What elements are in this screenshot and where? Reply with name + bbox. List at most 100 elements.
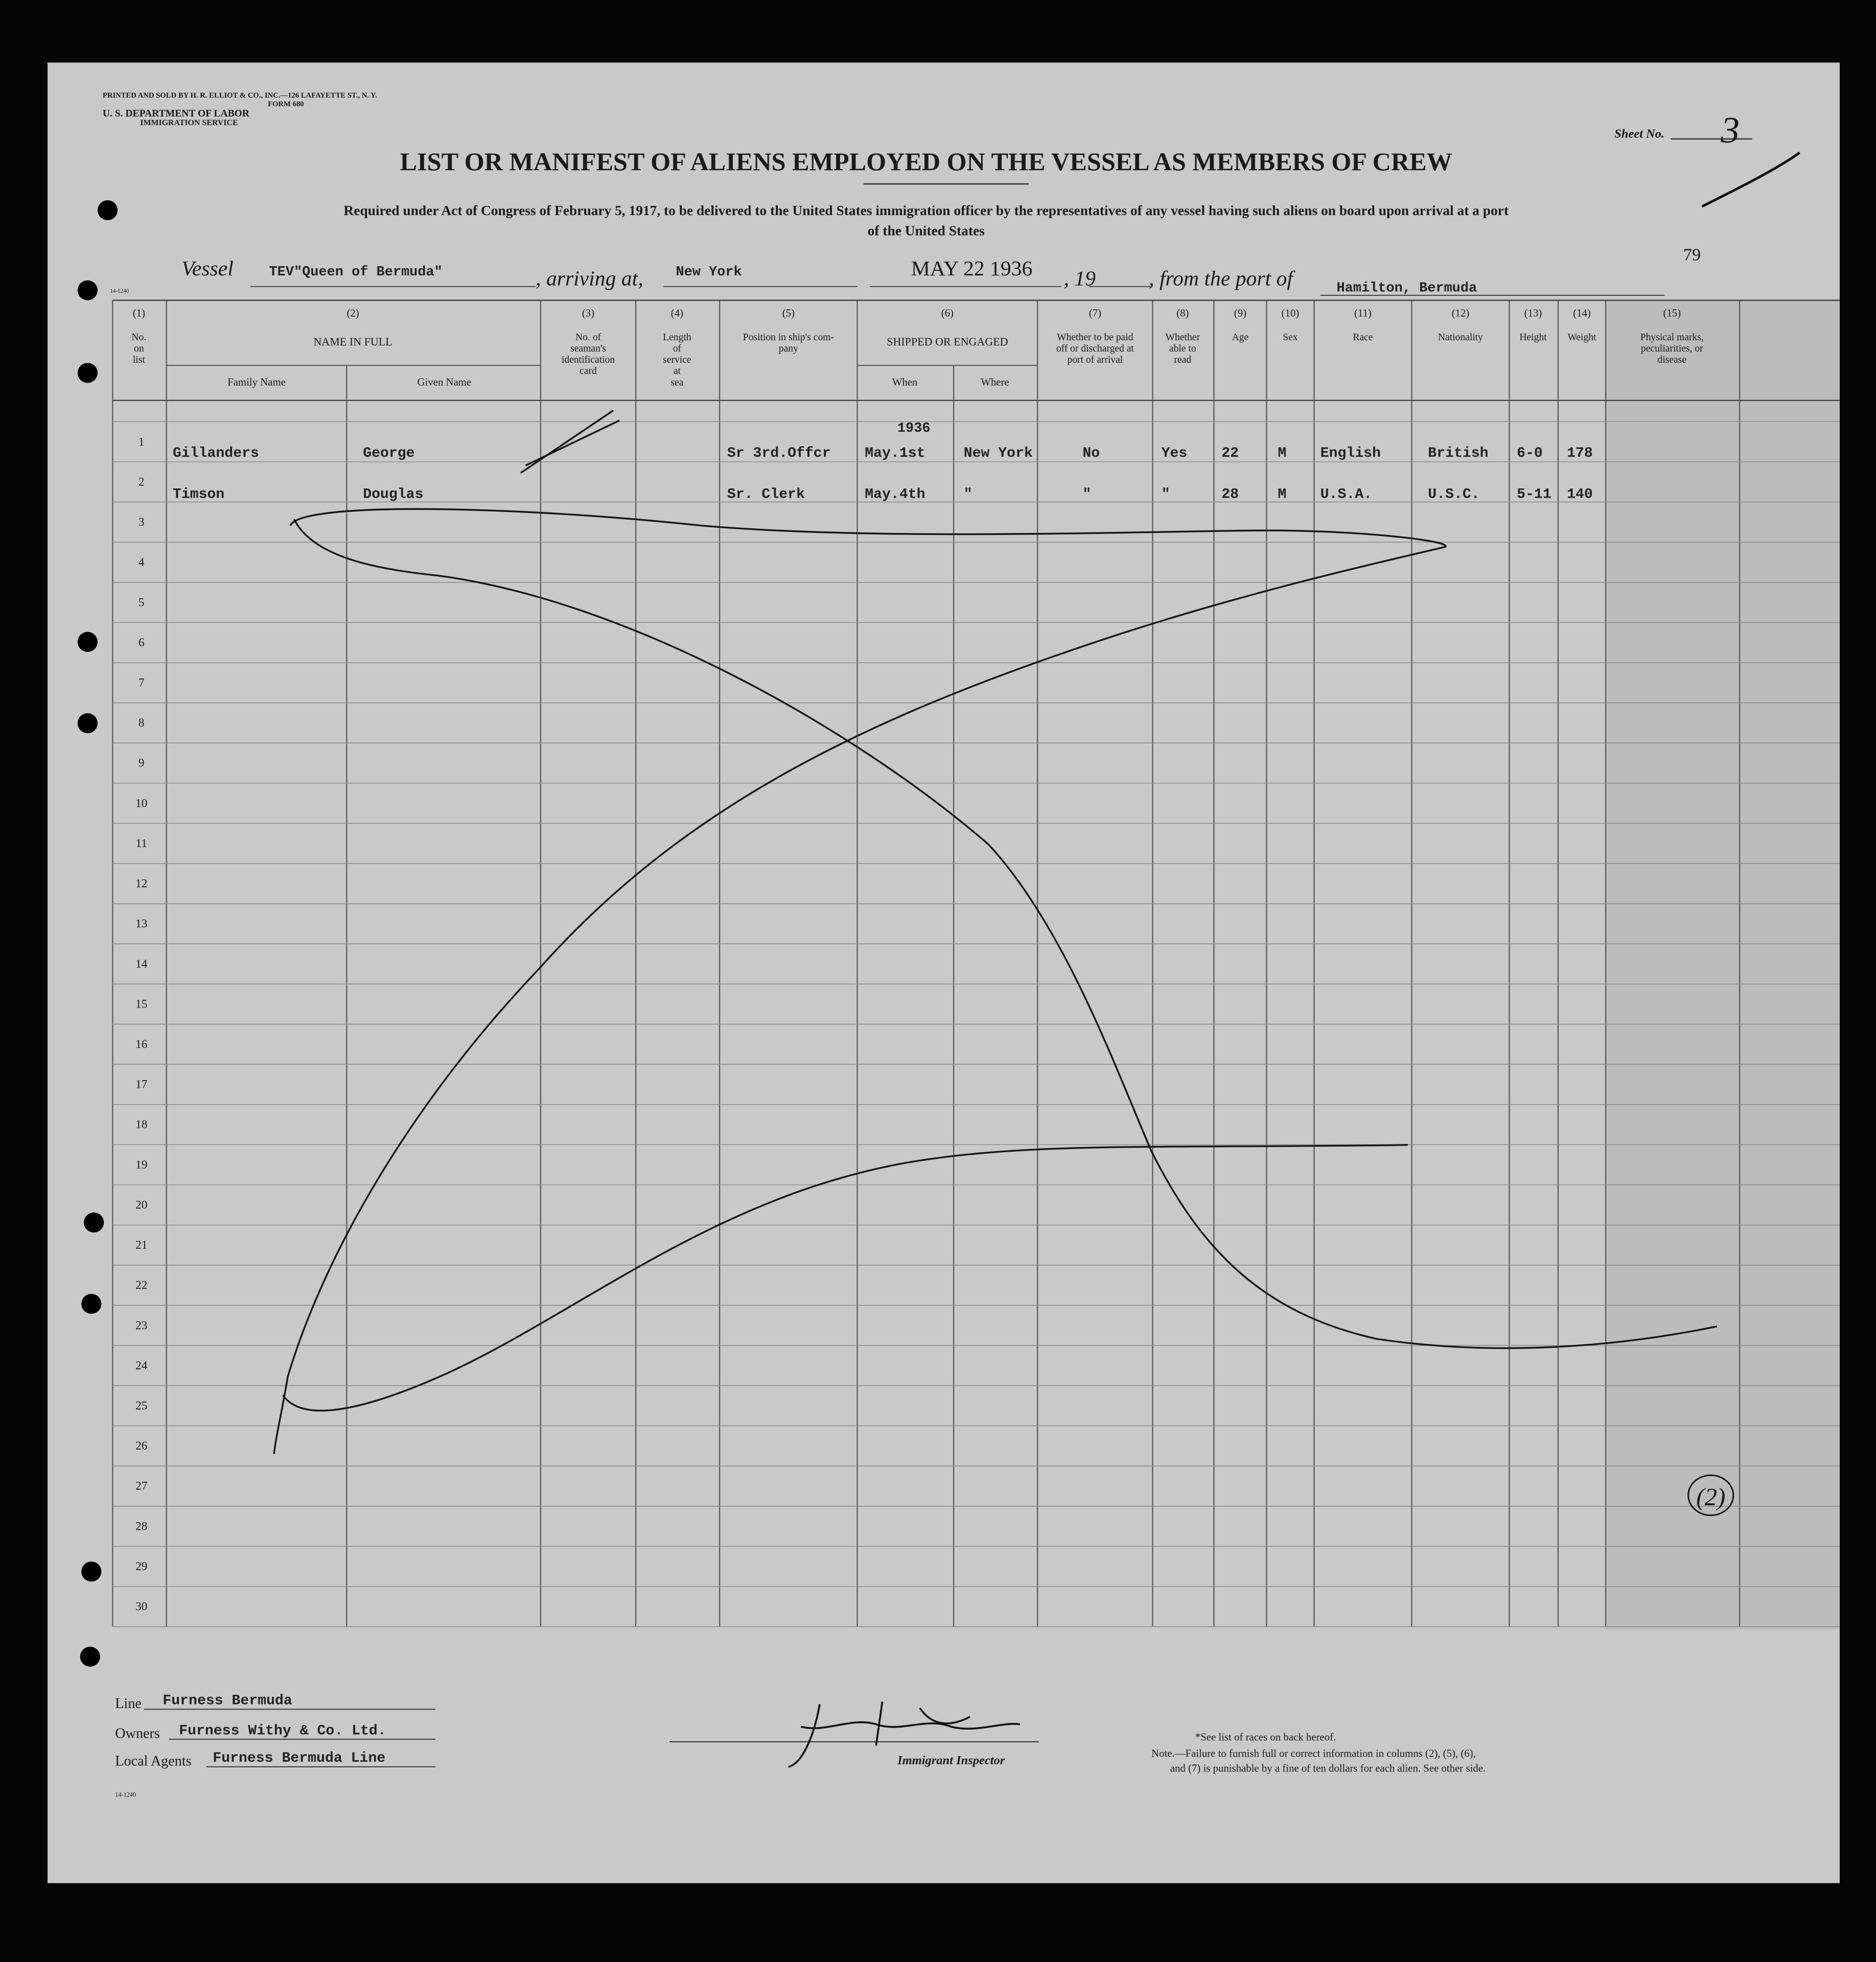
column-label: pany [779, 343, 798, 354]
agents-value: Furness Bermuda Line [213, 1750, 385, 1766]
line-number: 2 [138, 475, 145, 488]
line-number: 16 [135, 1038, 147, 1051]
column-label: read [1174, 355, 1191, 365]
column-label: port of arrival [1067, 355, 1123, 365]
page-mark: (2) [1696, 1483, 1725, 1511]
column-group-label: SHIPPED OR ENGAGED [887, 335, 1008, 348]
subtitle: of the United States [868, 223, 985, 238]
form-number: FORM 680 [268, 100, 304, 108]
column-number: (11) [1354, 307, 1372, 319]
note-line: and (7) is punishable by a fine of ten d… [1170, 1762, 1486, 1774]
line-number: 14 [135, 957, 148, 971]
service: IMMIGRATION SERVICE [140, 119, 238, 127]
table-grid [112, 299, 1840, 1627]
owners-value: Furness Withy & Co. Ltd. [179, 1723, 386, 1739]
column-label: Sex [1283, 332, 1298, 343]
line-number: 18 [135, 1118, 147, 1131]
printer-line: PRINTED AND SOLD BY H. R. ELLIOT & CO., … [103, 91, 378, 100]
column-label: card [580, 366, 597, 377]
line-number: 30 [135, 1600, 147, 1614]
line-number: 5 [138, 596, 145, 609]
vessel-name: TEV"Queen of Bermuda" [269, 265, 443, 280]
cell-paid-off: No [1082, 446, 1100, 461]
cell-age: 22 [1221, 446, 1239, 461]
column-number: (7) [1089, 307, 1101, 319]
column-number: (8) [1176, 307, 1189, 319]
line-number: 19 [135, 1158, 147, 1172]
line-label: Line [115, 1696, 142, 1712]
vessel-label: Vessel [181, 257, 234, 281]
column-label: Weight [1567, 332, 1596, 343]
line-number: 4 [138, 556, 145, 569]
cell-race: U.S.A. [1321, 487, 1372, 503]
column-label: service [663, 355, 691, 365]
column-number: (5) [782, 307, 795, 319]
form-code-small: 14-1240 [110, 288, 129, 294]
column-number: (12) [1452, 307, 1470, 319]
cell-where: New York [964, 446, 1033, 461]
cell-when: May.4th [865, 487, 925, 503]
line-number: 3 [138, 516, 145, 529]
column-label: Length [663, 332, 691, 343]
cell-able-to-read: Yes [1162, 446, 1188, 461]
sheet-label: Sheet No. [1614, 127, 1664, 141]
line-number: 6 [138, 636, 145, 649]
agents-label: Local Agents [115, 1754, 191, 1769]
cell-position: Sr. Clerk [727, 487, 805, 503]
line-number: 11 [136, 837, 147, 850]
year-entry: 1936 [897, 421, 931, 436]
column-number: (2) [346, 307, 359, 319]
column-label: disease [1658, 355, 1687, 365]
line-number: 26 [135, 1439, 147, 1453]
cell-where: " [964, 487, 972, 503]
arriving-label: , arriving at, [536, 267, 643, 290]
line-number: 7 [138, 676, 145, 690]
cell-given-name: Douglas [363, 487, 423, 503]
punch-holes [77, 200, 118, 1667]
cell-race: English [1321, 446, 1381, 461]
sub-column-label: Where [981, 376, 1009, 388]
column-label: Age [1232, 332, 1249, 343]
from-label: , from the port of [1149, 267, 1295, 290]
note-line: Note.—Failure to furnish full or correct… [1151, 1747, 1476, 1759]
column-label: Race [1353, 332, 1373, 343]
column-label: identification [562, 355, 615, 365]
line-number: 9 [138, 757, 145, 770]
arriving-port: New York [676, 265, 742, 280]
column-label: list [133, 355, 145, 365]
column-label: off or discharged at [1056, 343, 1134, 354]
column-label: at [674, 366, 681, 377]
column-number: (14) [1573, 307, 1591, 319]
cell-family-name: Timson [173, 487, 224, 503]
sub-column-label: Family Name [227, 376, 286, 388]
column-label: on [134, 343, 144, 354]
cell-sex: M [1278, 446, 1286, 461]
column-label: No. [131, 332, 146, 343]
cell-given-name: George [363, 446, 414, 461]
line-number: 24 [135, 1359, 148, 1372]
sheet-slash [1701, 151, 1801, 208]
column-number: (1) [133, 307, 145, 319]
line-number: 20 [135, 1198, 147, 1211]
column-label: Whether to be paid [1057, 332, 1133, 343]
column-label: able to [1169, 343, 1196, 354]
column-label: Height [1519, 332, 1547, 343]
line-number: 27 [135, 1480, 147, 1493]
cell-weight: 140 [1567, 487, 1593, 503]
footer: Line Furness Bermuda Owners Furness With… [115, 1474, 1734, 1799]
cell-when: May.1st [865, 446, 925, 461]
column-label: Whether [1166, 332, 1200, 343]
cell-sex: M [1278, 487, 1286, 503]
owners-label: Owners [115, 1726, 160, 1742]
line-number: 12 [135, 877, 147, 891]
line-number: 22 [135, 1279, 147, 1292]
line-number: 28 [135, 1520, 147, 1533]
sub-column-label: Given Name [418, 376, 472, 388]
sub-column-label: When [892, 376, 918, 388]
line-number: 29 [135, 1560, 147, 1573]
form-code: 14-1240 [115, 1791, 136, 1799]
vessel-underlines [250, 286, 1665, 296]
